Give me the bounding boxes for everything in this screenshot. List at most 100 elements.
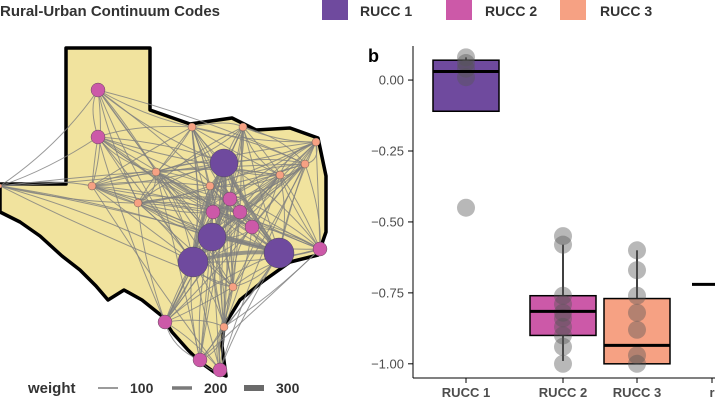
y-tick-label: −0.75 (371, 285, 404, 300)
network-edge (91, 141, 317, 187)
network-node (192, 352, 208, 368)
legend-title: Rural-Urban Continuum Codes (0, 3, 220, 20)
network-node (275, 170, 285, 180)
network-edge (0, 185, 234, 288)
weight-legend-label-100: 100 (130, 380, 154, 396)
legend-swatch-rucc2 (446, 0, 472, 20)
data-point (554, 337, 572, 356)
network-node (133, 198, 143, 208)
legend-label-rucc1: RUCC 1 (360, 3, 412, 19)
network-edge (0, 162, 225, 187)
network-nodes (0, 82, 328, 378)
boxes (432, 48, 715, 373)
data-point (554, 286, 572, 305)
data-point (628, 241, 646, 260)
panel-label: b (368, 46, 379, 66)
network-edge (223, 211, 241, 328)
legend-swatch-rucc3 (560, 0, 586, 20)
x-tick-label: RUCC 2 (539, 385, 587, 400)
legend-item-rucc3: RUCC 3 (560, 0, 652, 20)
legend-label-rucc2: RUCC 2 (485, 3, 537, 19)
network-edge (91, 126, 193, 187)
data-point (554, 326, 572, 345)
network-node (312, 241, 328, 257)
network-edge (0, 89, 99, 187)
network-edge (240, 126, 253, 228)
network-edge (0, 185, 194, 263)
box-body (603, 297, 671, 365)
weight-legend-title: weight (27, 380, 76, 397)
data-point (457, 54, 475, 73)
x-tick-label: r (709, 385, 714, 400)
network-node (228, 282, 238, 292)
network-edge (0, 136, 99, 187)
network-node (205, 181, 215, 191)
data-point (554, 295, 572, 314)
weight-legend: weight 100 200 300 (27, 380, 300, 397)
network-node (219, 322, 229, 332)
network-edge (199, 162, 225, 361)
weight-legend-label-200: 200 (204, 380, 228, 396)
network-node (311, 137, 321, 147)
network-node (238, 122, 248, 132)
data-point (554, 309, 572, 328)
network-edge (97, 136, 211, 187)
network-node (87, 181, 97, 191)
data-point (628, 354, 646, 373)
weight-legend-label-300: 300 (276, 380, 300, 396)
data-point (628, 303, 646, 322)
y-tick-label: −1.00 (371, 356, 404, 371)
network-node (90, 82, 106, 98)
network-edge (0, 181, 93, 187)
network-edge (242, 126, 317, 143)
data-point (457, 59, 475, 78)
x-tick-label: RUCC 3 (613, 385, 661, 400)
network-edge (91, 185, 194, 263)
y-tick-label: −0.50 (371, 214, 404, 229)
network-node (177, 246, 209, 278)
data-point (628, 346, 646, 365)
network-edge (91, 185, 231, 200)
network-edge (279, 174, 321, 250)
network-node (209, 148, 239, 178)
network-edge (223, 162, 321, 250)
network-edge (242, 126, 306, 165)
network-edge (209, 185, 321, 250)
network-edge (219, 252, 280, 371)
data-point (554, 227, 572, 246)
data-point (554, 354, 572, 373)
network-node (212, 362, 228, 378)
network-node (157, 314, 173, 330)
data-point (628, 286, 646, 305)
legend-item-rucc2: RUCC 2 (446, 0, 537, 20)
network-edge (91, 185, 214, 213)
network-node (197, 222, 227, 252)
network-edge (137, 201, 241, 213)
data-point (457, 198, 475, 217)
network-node (0, 183, 3, 189)
network-edge (137, 126, 193, 204)
data-point (554, 235, 572, 254)
network-node (222, 191, 238, 207)
texas-network-map (0, 46, 328, 378)
network-node (300, 159, 310, 169)
network-edge (97, 89, 225, 164)
network-node (205, 204, 221, 220)
network-node (151, 167, 161, 177)
network-edge (91, 171, 157, 187)
data-point (628, 261, 646, 280)
legend-item-rucc1: RUCC 1 (322, 0, 412, 20)
network-edge (97, 125, 193, 138)
network-edge (0, 185, 213, 238)
legend-label-rucc3: RUCC 3 (600, 3, 652, 19)
network-edge (315, 141, 321, 250)
data-point (457, 48, 475, 67)
network-edge (199, 248, 321, 361)
y-tick-label: 0.00 (379, 73, 404, 88)
y-axis: 0.00 −0.25 −0.50 −0.75 −1.00 (371, 73, 413, 371)
network-edge (0, 185, 280, 254)
network-edges (0, 89, 321, 371)
network-node (90, 129, 106, 145)
